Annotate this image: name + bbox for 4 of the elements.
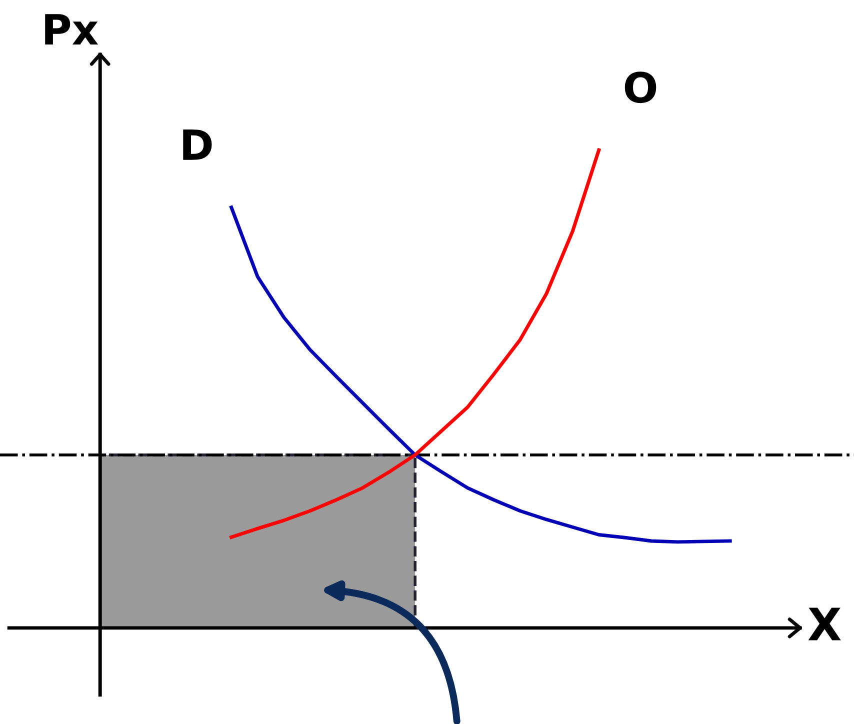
- x-axis-title: X: [808, 608, 841, 640]
- series-label: D: [183, 129, 212, 160]
- y-axis-title: Px: [45, 14, 98, 44]
- series-label: O: [624, 72, 656, 104]
